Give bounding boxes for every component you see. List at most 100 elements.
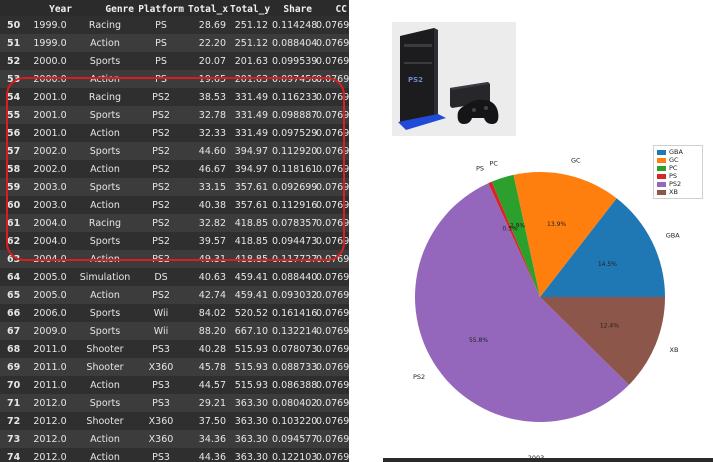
row-index: 50 xyxy=(0,16,26,34)
table-row: 60 2003.0 Action PS2 40.38 357.61 0.112916 0.07… xyxy=(0,196,349,214)
table-cell: 0.076923 xyxy=(314,430,349,448)
pie-category-label: XB xyxy=(670,346,679,354)
table-cell: 2011.0 xyxy=(26,340,74,358)
row-index: 74 xyxy=(0,448,26,462)
table-cell: 667.10 xyxy=(228,322,270,340)
table-cell: PS2 xyxy=(136,88,186,106)
row-index: 55 xyxy=(0,106,26,124)
table-cell: Shooter xyxy=(74,412,136,430)
table-cell: Sports xyxy=(74,142,136,160)
legend-swatch xyxy=(657,189,666,195)
table-cell: PS2 xyxy=(136,214,186,232)
table-cell: 34.36 xyxy=(186,430,228,448)
table-cell: PS xyxy=(136,52,186,70)
table-cell: 0.112916 xyxy=(270,196,317,214)
table-cell: Wii xyxy=(136,322,186,340)
table-cell: Simulation xyxy=(74,268,136,286)
table-cell: 0.076923 xyxy=(314,340,349,358)
table-cell: Action xyxy=(74,286,136,304)
svg-text:PS2: PS2 xyxy=(408,76,423,84)
legend-label: GBA xyxy=(669,148,683,156)
column-header: Total_x xyxy=(188,3,229,15)
table-cell: 0.076923 xyxy=(314,52,349,70)
table-cell: 363.30 xyxy=(228,430,270,448)
pie-percent-label: 0.5% xyxy=(502,225,518,232)
table-cell: Action xyxy=(74,430,136,448)
table-cell: X360 xyxy=(136,412,186,430)
table-row: 73 2012.0 Action X360 34.36 363.30 0.094577 0.0… xyxy=(0,430,349,448)
table-cell: 0.112920 xyxy=(270,142,317,160)
table-cell: 459.41 xyxy=(228,286,270,304)
table-cell: 22.20 xyxy=(186,34,228,52)
table-cell: 2001.0 xyxy=(26,88,74,106)
table-cell: 2005.0 xyxy=(26,286,74,304)
table-cell: 0.076923 xyxy=(314,232,349,250)
table-cell: 2004.0 xyxy=(26,214,74,232)
table-row: 62 2004.0 Sports PS2 39.57 418.85 0.094473 0.07… xyxy=(0,232,349,250)
table-header-row: Year Genre Platform Total_x Total_y Share CC xyxy=(0,2,349,16)
table-cell: DS xyxy=(136,268,186,286)
table-cell: 49.31 xyxy=(186,250,228,268)
column-header: Share xyxy=(283,3,312,15)
pie-slice-ps2 xyxy=(415,183,629,422)
table-cell: 418.85 xyxy=(228,250,270,268)
legend-swatch xyxy=(657,157,666,163)
table-row: 74 2012.0 Action PS3 44.36 363.30 0.122103 0.07… xyxy=(0,448,349,462)
table-cell: 2005.0 xyxy=(26,268,74,286)
table-cell: 19.65 xyxy=(186,70,228,88)
table-cell: 331.49 xyxy=(228,106,270,124)
ps2-console-image: PS2 xyxy=(392,22,516,136)
table-row: 59 2003.0 Sports PS2 33.15 357.61 0.092699 0.07… xyxy=(0,178,349,196)
table-cell: 201.63 xyxy=(228,52,270,70)
table-row: 55 2001.0 Sports PS2 32.78 331.49 0.098887 0.07… xyxy=(0,106,349,124)
table-cell: 201.63 xyxy=(228,70,270,88)
table-cell: PS2 xyxy=(136,160,186,178)
table-cell: 515.93 xyxy=(228,376,270,394)
table-cell: 2001.0 xyxy=(26,106,74,124)
pie-percent-label: 14.5% xyxy=(598,261,617,268)
column-header: Year xyxy=(49,3,72,15)
column-header: CC xyxy=(335,3,347,15)
table-row: 68 2011.0 Shooter PS3 40.28 515.93 0.078073 0.0… xyxy=(0,340,349,358)
table-cell: 0.088733 xyxy=(270,358,317,376)
table-cell: Action xyxy=(74,448,136,462)
table-cell: 37.50 xyxy=(186,412,228,430)
table-cell: 520.52 xyxy=(228,304,270,322)
table-cell: PS2 xyxy=(136,178,186,196)
table-cell: Action xyxy=(74,250,136,268)
table-cell: PS2 xyxy=(136,124,186,142)
legend-entry: PS xyxy=(657,172,699,180)
table-cell: 0.076923 xyxy=(314,250,349,268)
table-cell: 2002.0 xyxy=(26,142,74,160)
table-cell: 394.97 xyxy=(228,142,270,160)
table-cell: PS xyxy=(136,70,186,88)
table-cell: 2012.0 xyxy=(26,412,74,430)
table-cell: PS3 xyxy=(136,376,186,394)
column-header xyxy=(0,2,26,16)
table-cell: 0.097456 xyxy=(270,70,317,88)
pie-percent-label: 12.4% xyxy=(600,322,619,329)
dataframe-table: Year Genre Platform Total_x Total_y Share CC 5… xyxy=(0,2,349,462)
table-cell: 0.118161 xyxy=(270,160,317,178)
row-index: 69 xyxy=(0,358,26,376)
table-cell: 28.69 xyxy=(186,16,228,34)
table-cell: 0.132214 xyxy=(270,322,317,340)
row-index: 72 xyxy=(0,412,26,430)
table-cell: 0.076923 xyxy=(314,88,349,106)
table-row: 70 2011.0 Action PS3 44.57 515.93 0.086388 0.07… xyxy=(0,376,349,394)
table-cell: 2000.0 xyxy=(26,70,74,88)
table-row: 72 2012.0 Shooter X360 37.50 363.30 0.103220 0.… xyxy=(0,412,349,430)
table-cell: 331.49 xyxy=(228,88,270,106)
table-cell: 2000.0 xyxy=(26,52,74,70)
table-cell: 84.02 xyxy=(186,304,228,322)
table-cell: 0.076923 xyxy=(314,178,349,196)
table-cell: 0.161416 xyxy=(270,304,317,322)
pie-chart: GBA 14.5% GC 13.9% PC 2.9% PS 0.5% PS2 55.8% XB 12.… xyxy=(413,156,680,462)
table-cell: 418.85 xyxy=(228,232,270,250)
table-cell: 0.094577 xyxy=(270,430,317,448)
table-cell: 363.30 xyxy=(228,412,270,430)
table-cell: 46.67 xyxy=(186,160,228,178)
table-cell: 0.099539 xyxy=(270,52,317,70)
table-cell: 251.12 xyxy=(228,34,270,52)
row-index: 67 xyxy=(0,322,26,340)
